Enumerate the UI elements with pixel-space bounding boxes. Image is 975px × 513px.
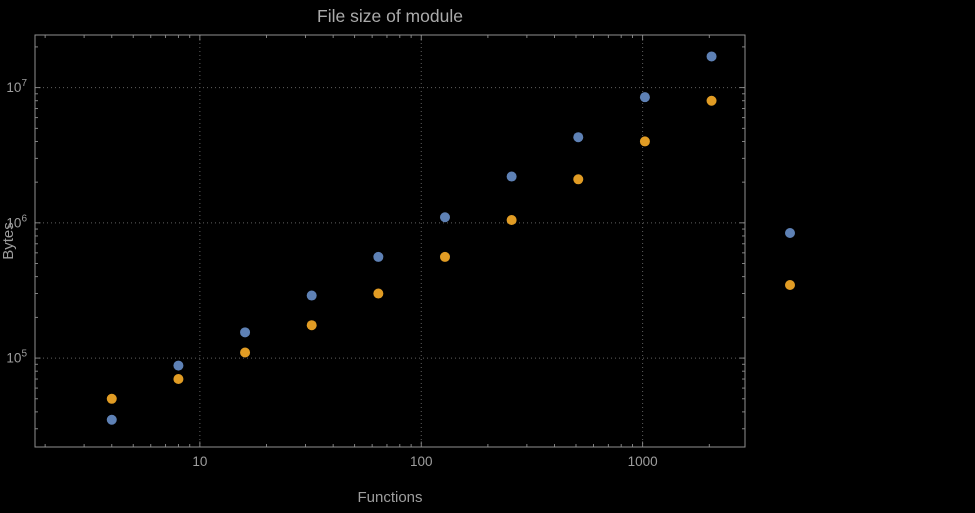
plot-frame	[34, 34, 746, 448]
data-point-series-1	[173, 360, 184, 371]
data-point-series-2	[639, 136, 650, 147]
data-point-series-2	[373, 288, 384, 299]
data-point-series-1	[106, 414, 117, 425]
x-axis-label: Functions	[357, 489, 423, 506]
x-tick-label: 100	[410, 454, 433, 469]
data-point-series-1	[373, 251, 384, 262]
x-tick-label: 1000	[628, 454, 658, 469]
data-point-series-2	[573, 174, 584, 185]
data-point-series-1	[639, 92, 650, 103]
data-point-series-2	[240, 347, 251, 358]
data-point-series-2	[106, 393, 117, 404]
data-point-series-1	[706, 51, 717, 62]
data-point-series-2	[173, 374, 184, 385]
data-point-series-1	[306, 290, 317, 301]
data-point-series-1	[439, 212, 450, 223]
data-point-series-2	[306, 320, 317, 331]
legend-marker-series-1	[785, 228, 795, 238]
data-point-series-2	[439, 251, 450, 262]
x-tick-label: 10	[192, 454, 207, 469]
y-tick-label: 105	[6, 349, 27, 366]
data-point-series-2	[706, 95, 717, 106]
y-tick-label: 106	[6, 213, 27, 230]
data-point-series-2	[506, 214, 517, 225]
data-point-series-1	[506, 171, 517, 182]
data-point-series-1	[240, 327, 251, 338]
y-tick-label: 107	[6, 78, 27, 95]
data-point-series-1	[573, 132, 584, 143]
chart-title: File size of module	[317, 6, 463, 26]
legend-marker-series-2	[785, 280, 795, 290]
